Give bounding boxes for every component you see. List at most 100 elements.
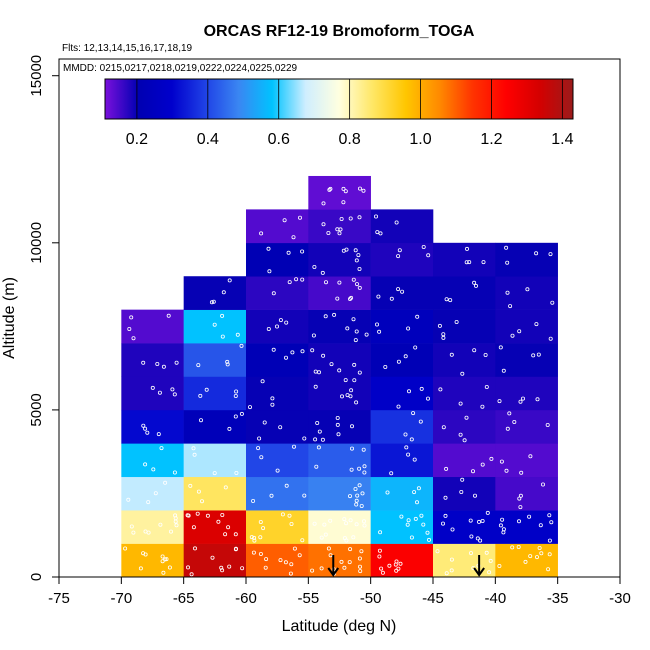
sample-point	[518, 399, 523, 404]
sample-point	[143, 462, 148, 467]
sample-point	[351, 317, 356, 322]
sample-point	[335, 422, 340, 427]
sample-point	[223, 532, 228, 537]
heatmap-cell	[246, 476, 309, 511]
sample-point	[404, 445, 409, 450]
sample-point	[323, 280, 328, 285]
x-tick-label: -55	[297, 590, 319, 607]
heatmap-cell	[121, 409, 184, 444]
sample-point	[289, 562, 294, 567]
sample-point	[317, 429, 322, 434]
sample-point	[320, 270, 325, 275]
sample-point	[548, 252, 553, 257]
sample-point	[320, 437, 325, 442]
sample-point	[510, 545, 515, 550]
sample-point	[239, 343, 244, 348]
heatmap-cell	[183, 543, 247, 578]
sample-point	[504, 468, 509, 473]
sample-point	[351, 535, 356, 540]
sample-point	[472, 493, 477, 498]
sample-point	[145, 430, 150, 435]
x-tick-label: -40	[484, 590, 506, 607]
heatmap-cell	[308, 209, 371, 244]
sample-point	[396, 404, 401, 409]
sample-point	[521, 396, 526, 401]
sample-point	[458, 432, 463, 437]
sample-point	[501, 368, 506, 373]
sample-point	[278, 318, 283, 323]
sample-point	[547, 513, 552, 518]
sample-point	[258, 535, 263, 540]
sample-point	[537, 546, 542, 551]
sample-point	[379, 566, 384, 571]
sample-point	[464, 415, 469, 420]
sample-point	[347, 494, 352, 499]
sample-point	[377, 329, 382, 334]
sample-point	[357, 556, 362, 561]
heatmap-cell	[495, 443, 558, 478]
sample-point	[498, 523, 503, 528]
sample-point	[297, 215, 302, 220]
sample-point	[262, 420, 267, 425]
sample-point	[440, 521, 445, 526]
sample-point	[354, 502, 359, 507]
sample-point	[362, 523, 367, 528]
sample-point	[352, 378, 357, 383]
sample-point	[360, 491, 365, 496]
sample-point	[499, 459, 504, 464]
x-tick-label: -60	[235, 590, 257, 607]
sample-point	[378, 231, 383, 236]
sample-point	[328, 553, 333, 558]
sample-point	[467, 260, 472, 265]
sample-point	[312, 521, 317, 526]
sample-point	[157, 390, 162, 395]
sample-point	[291, 444, 296, 449]
sample-point	[469, 534, 474, 539]
sample-point	[321, 222, 326, 227]
sample-point	[257, 436, 262, 441]
sample-point	[220, 513, 225, 518]
sample-point	[275, 468, 280, 473]
sample-point	[211, 299, 216, 304]
sample-point	[549, 520, 554, 525]
sample-point	[284, 320, 289, 325]
heatmap-cell	[183, 510, 247, 544]
sample-point	[500, 517, 505, 522]
sample-point	[406, 518, 411, 523]
sample-point	[209, 300, 214, 305]
sample-point	[505, 260, 510, 265]
heatmap-cell	[308, 309, 371, 344]
sample-point	[380, 570, 385, 575]
sample-point	[316, 370, 321, 375]
colorbar-tick-label: 1.4	[551, 131, 573, 148]
sample-point	[435, 549, 440, 554]
sample-point	[405, 522, 410, 527]
sample-point	[240, 566, 245, 571]
sample-point	[505, 426, 510, 431]
sample-point	[357, 466, 362, 471]
sample-point	[353, 248, 358, 253]
y-tick-label: 15000	[28, 55, 45, 97]
sample-point	[400, 289, 405, 294]
sample-point	[342, 517, 347, 522]
heatmap-cell	[183, 376, 247, 411]
sample-point	[300, 277, 305, 282]
sample-point	[376, 294, 381, 299]
heatmap-cell	[433, 476, 496, 511]
sample-point	[354, 329, 359, 334]
sample-point	[409, 437, 414, 442]
colorbar-tick-label: 0.6	[268, 131, 290, 148]
sample-point	[283, 560, 288, 565]
sample-point	[326, 546, 331, 551]
sample-point	[337, 231, 342, 236]
sample-point	[164, 557, 169, 562]
sample-point	[441, 335, 446, 340]
sample-point	[158, 522, 163, 527]
sample-point	[239, 411, 244, 416]
sample-point	[343, 189, 348, 194]
x-axis: -75 -70 -65 -60 -55 -50 -45 -40 -35 -30	[48, 577, 631, 607]
heatmap-cell	[121, 543, 184, 578]
sample-point	[291, 235, 296, 240]
sample-point	[271, 291, 276, 296]
